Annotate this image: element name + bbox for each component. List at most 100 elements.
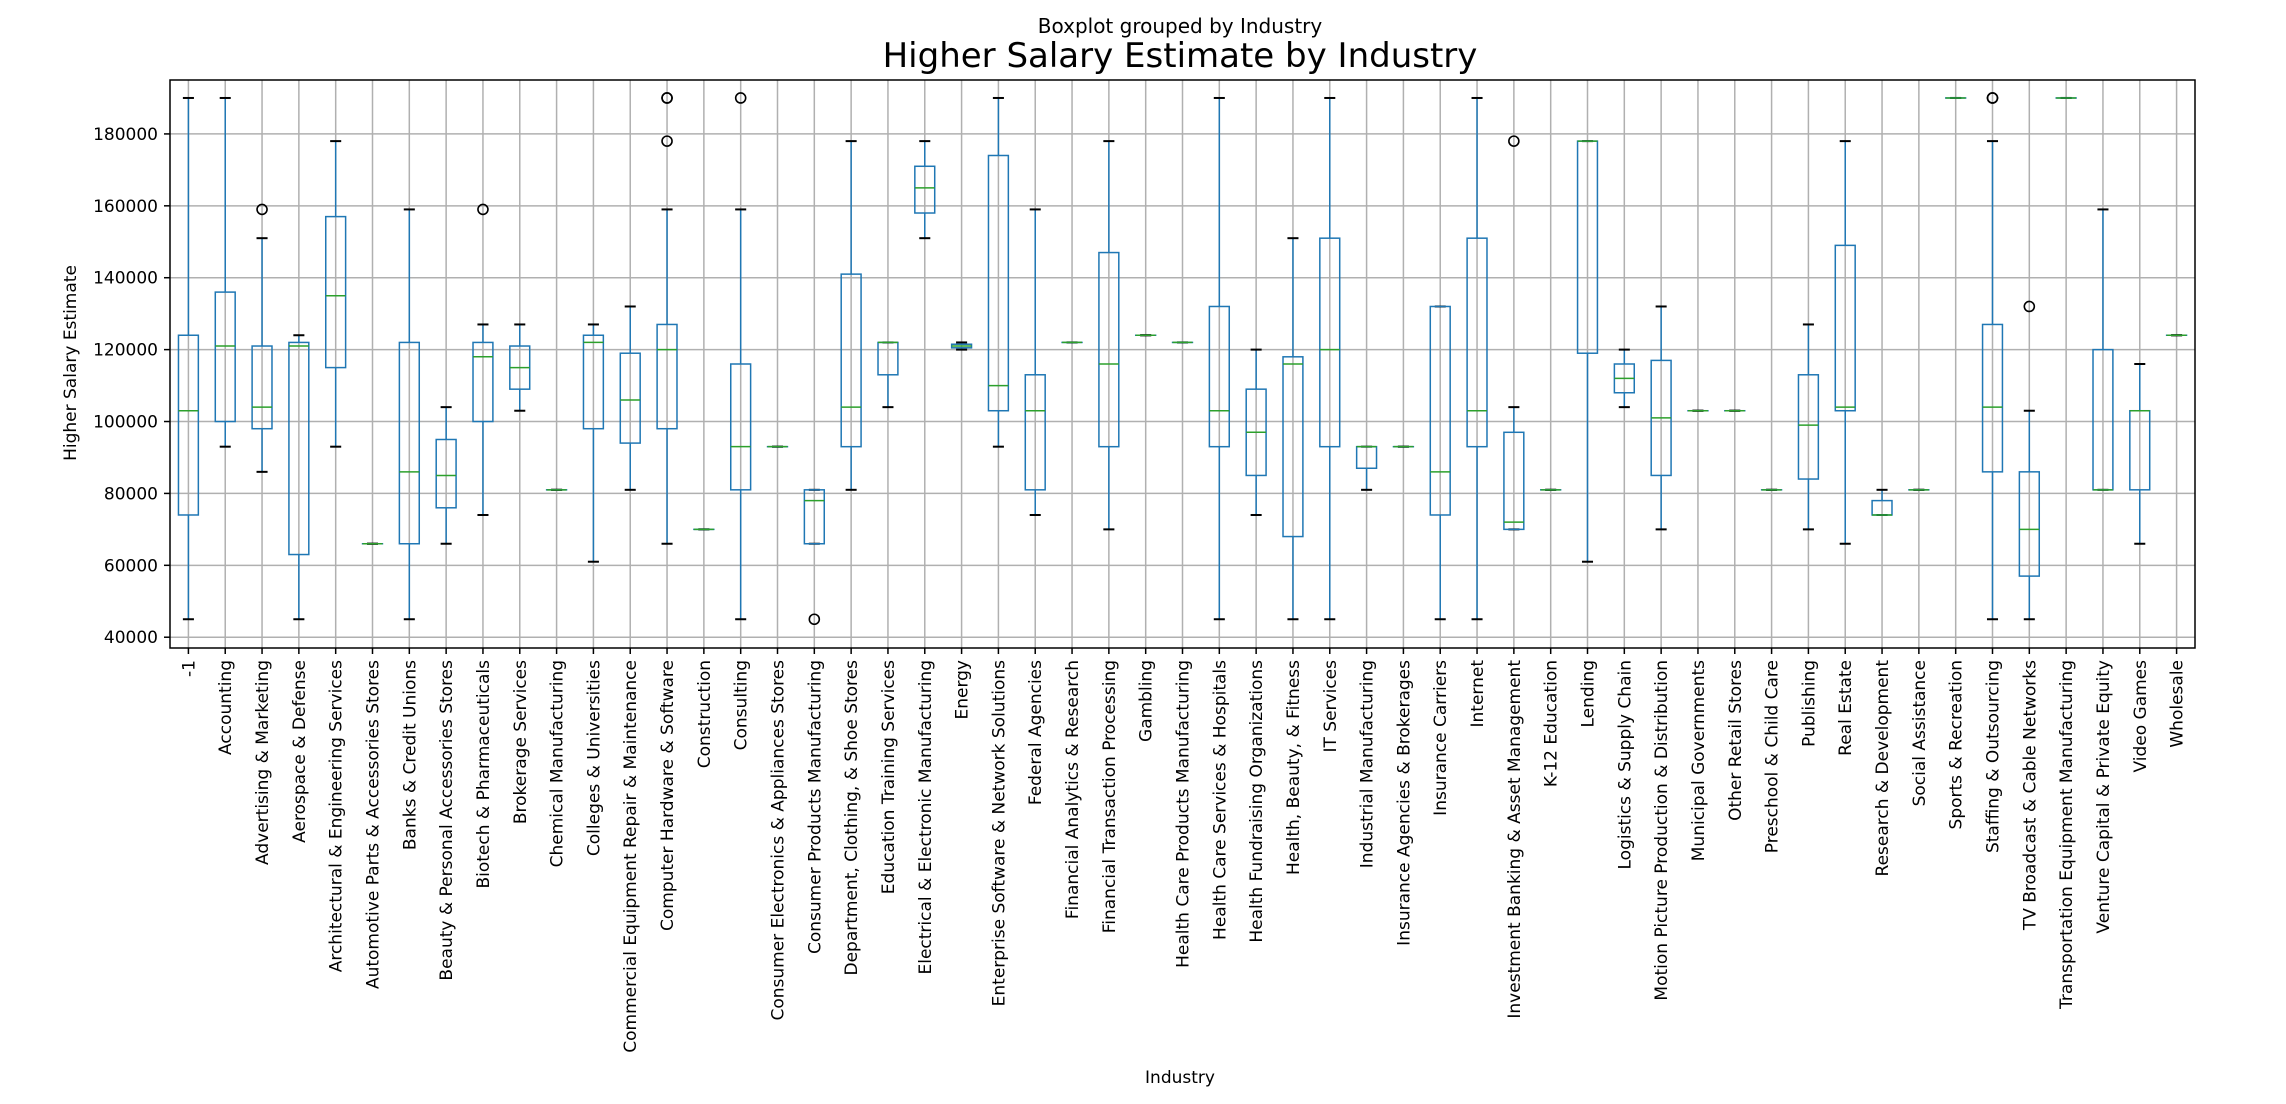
box-44 [1797,323,1820,531]
box-28 [1208,96,1231,621]
y-tick-label: 180000 [93,125,158,145]
x-tick-label: Research & Development [1873,660,1893,877]
boxes [177,92,2188,626]
x-tick-label: Architectural & Engineering Services [327,660,347,972]
x-tick-label: Wholesale [2168,660,2188,748]
flier-point [661,135,673,147]
x-tick-label: Health Care Services & Hospitals [1210,660,1230,940]
box-6 [398,208,421,621]
x-tick-label: Chemical Manufacturing [548,660,568,867]
box-40 [1650,305,1672,531]
box-50 [2018,300,2041,621]
box-13 [656,92,678,545]
box-rect [398,341,421,545]
x-tick-label: Beauty & Personal Accessories Stores [437,660,457,981]
x-tick-label: Motion Picture Production & Distribution [1652,660,1672,1001]
box-rect [1981,323,2004,473]
x-tick-label: Insurance Agencies & Brokerages [1394,660,1414,946]
box-29 [1245,348,1267,516]
box-rect [1208,305,1231,448]
box-17 [803,488,826,626]
box-rect [1024,374,1046,491]
x-tick-label: -1 [179,660,199,677]
box-rect [1797,374,1820,480]
flier-point [808,613,821,626]
x-tick-label: Lending [1579,660,1599,728]
box-rect [914,165,936,214]
box-20 [914,140,936,240]
x-tick-label: Consumer Electronics & Appliances Stores [769,660,789,1021]
box-19 [877,341,899,409]
flier-point [256,203,268,216]
x-tick-label: Consulting [732,660,752,750]
box-rect [1503,431,1525,531]
box-21 [950,341,973,351]
x-tick-label: Gambling [1137,660,1157,742]
box-rect [619,352,641,444]
x-tick-label: Health, Beauty, & Fitness [1284,660,1304,875]
box-rect [324,215,347,369]
box-rect [1098,251,1120,448]
box-rect [251,345,273,430]
box-23 [1024,208,1046,516]
x-tick-label: Municipal Governments [1689,660,1709,861]
x-tick-label: IT Services [1321,660,1341,753]
x-tick-label: Real Estate [1836,660,1856,756]
x-tick-label: Colleges & Universities [584,660,604,856]
x-tick-label: Health Care Products Manufacturing [1174,660,1194,968]
box-38 [1576,140,1599,563]
box-rect [803,489,826,545]
x-tick-label: Internet [1468,660,1488,728]
chart-title: Higher Salary Estimate by Industry [883,36,1478,76]
box-rect [1429,305,1451,516]
box-rect [288,341,310,556]
box-rect [435,438,457,509]
x-tick-label: Education Training Services [879,660,899,894]
y-tick-label: 40000 [104,628,158,648]
x-tick-label: TV Broadcast & Cable Networks [2020,660,2040,931]
x-tick-label: Department, Clothing, & Shoe Stores [842,660,862,976]
box-31 [1319,96,1341,621]
y-tick-label: 160000 [93,197,158,217]
box-22 [987,96,1010,448]
flier-point [477,203,489,216]
box-1 [214,96,236,448]
flier-point [1508,135,1520,147]
x-tick-label: Commercial Equipment Repair & Maintenanc… [621,660,641,1053]
x-tick-label: Electrical & Electronic Manufacturing [916,660,936,975]
x-tick-label: Accounting [216,660,236,755]
x-tick-label: Advertising & Marketing [253,660,273,865]
x-tick-label: Investment Banking & Asset Management [1505,660,1525,1019]
box-25 [1098,140,1120,531]
box-rect [1466,237,1488,448]
box-53 [2129,363,2151,545]
y-tick-label: 80000 [104,484,158,504]
x-tick-label: Sports & Recreation [1947,660,1967,829]
x-tick-label: Preschool & Child Care [1763,660,1783,853]
x-tick-label: K-12 Education [1542,660,1562,787]
x-axis-ticks: -1 Accounting Advertising & Marketing Aeros… [179,648,2188,1053]
box-12 [619,305,641,491]
x-tick-label: Banks & Credit Unions [400,660,420,850]
box-7 [435,406,457,545]
box-2 [251,203,273,473]
y-tick-label: 140000 [93,269,158,289]
x-tick-label: Publishing [1799,660,1819,747]
box-18 [840,140,862,491]
box-46 [1871,488,1893,516]
box-15 [729,92,752,621]
flier-point [661,92,673,104]
y-tick-label: 100000 [93,413,158,433]
box-rect [656,323,678,430]
box-rect [2018,471,2041,577]
x-tick-label: Enterprise Software & Network Solutions [989,660,1009,1006]
box-34 [1429,305,1451,621]
x-tick-label: Consumer Products Manufacturing [805,660,825,954]
plot-frame [169,79,2196,649]
y-tick-label: 60000 [104,556,158,576]
x-tick-label: Insurance Carriers [1431,660,1451,816]
x-tick-label: Energy [953,660,973,720]
y-tick-label: 120000 [93,341,158,361]
box-rect [1834,244,1856,412]
